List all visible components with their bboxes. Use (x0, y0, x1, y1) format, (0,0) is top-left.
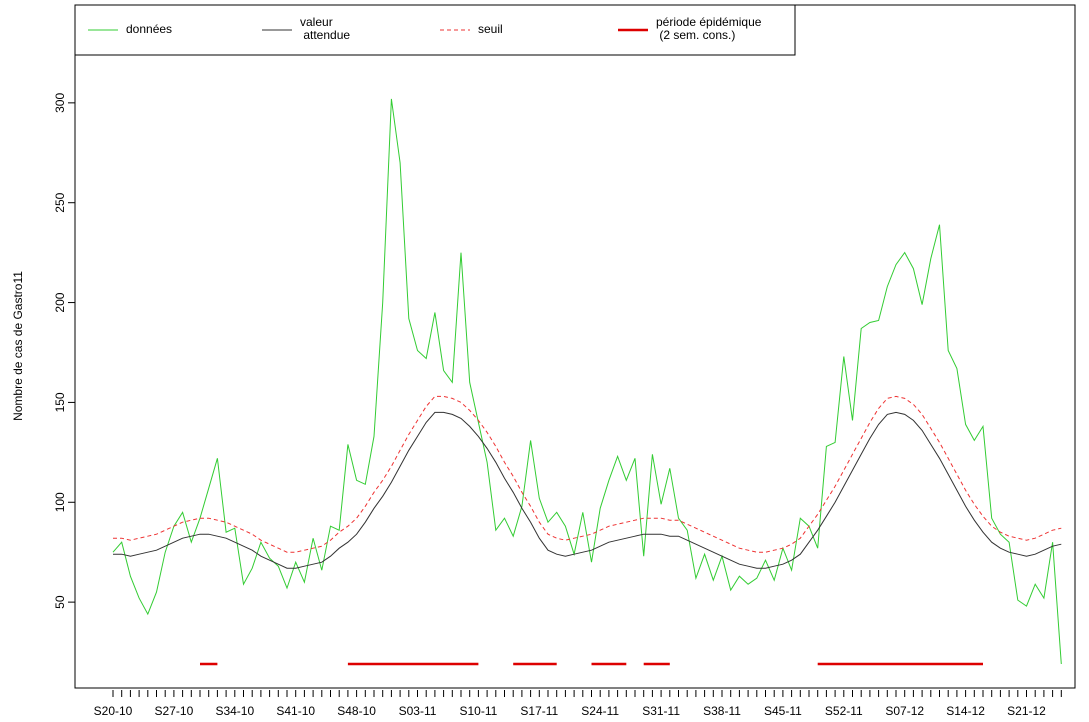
y-tick-label: 100 (53, 492, 67, 512)
x-tick-label: S52-11 (825, 704, 863, 718)
legend-label: valeur attendue (300, 15, 351, 42)
x-tick-label: S03-11 (399, 704, 437, 718)
x-tick-label: S24-11 (581, 704, 619, 718)
legend-box (74, 4, 796, 56)
legend-label: période épidémique (2 sem. cons.) (656, 15, 762, 42)
data-line (113, 395, 1062, 553)
y-axis-label: Nombre de cas de Gastro11 (11, 271, 25, 421)
x-tick-label: S27-10 (155, 704, 194, 718)
x-tick-label: S38-11 (703, 704, 741, 718)
legend-label: seuil (478, 21, 503, 36)
data-line (112, 98, 1062, 665)
y-tick-label: 200 (53, 292, 67, 312)
x-tick-label: S31-11 (642, 704, 680, 718)
x-tick-label: S21-12 (1007, 704, 1046, 718)
x-tick-label: S07-12 (885, 704, 924, 718)
legend-label: données (126, 21, 173, 36)
y-tick-label: 250 (53, 192, 67, 212)
x-tick-label: S48-10 (337, 704, 376, 718)
x-tick-label: S14-12 (946, 704, 985, 718)
data-line (113, 411, 1062, 569)
y-tick-label: 150 (53, 392, 67, 412)
x-tick-label: S20-10 (94, 704, 133, 718)
x-tick-label: S17-11 (520, 704, 558, 718)
plot-frame (74, 4, 1076, 689)
x-tick-label: S45-11 (764, 704, 802, 718)
y-tick-label: 300 (53, 93, 67, 113)
x-tick-label: S34-10 (215, 704, 254, 718)
y-tick-label: 50 (53, 595, 67, 609)
x-tick-label: S41-10 (276, 704, 315, 718)
x-tick-label: S10-11 (459, 704, 497, 718)
